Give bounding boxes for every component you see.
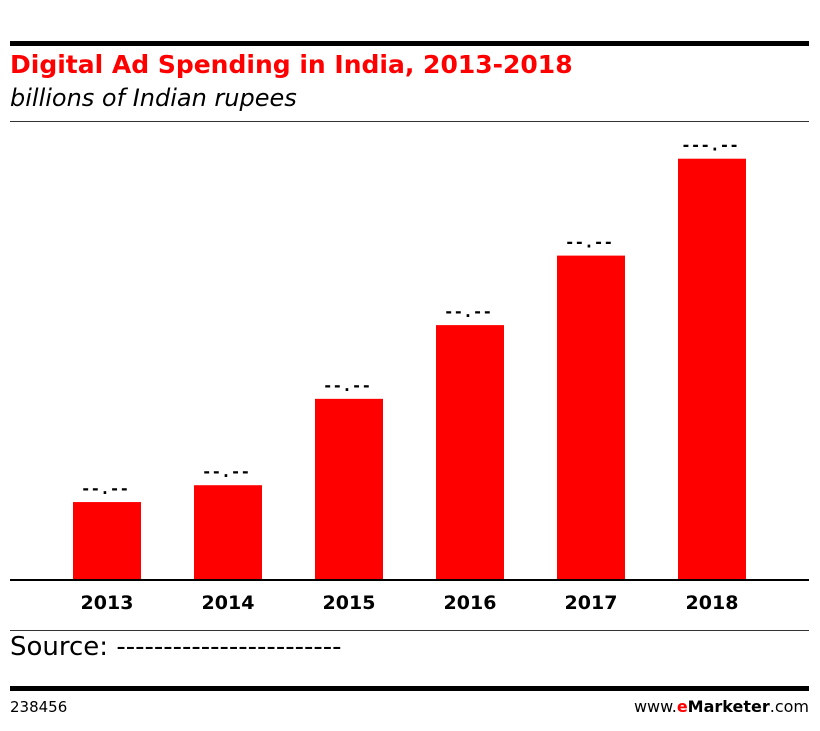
- brand-prefix: www.: [633, 697, 677, 716]
- bar-2017: [557, 255, 625, 580]
- source-divider: [10, 630, 809, 631]
- title-divider: [10, 121, 809, 122]
- bar-2016: [436, 325, 504, 580]
- x-tick-label-2016: 2016: [444, 592, 497, 614]
- bar-2014: [194, 485, 262, 580]
- x-tick-label-2013: 2013: [81, 592, 134, 614]
- bar-2013: [73, 502, 141, 580]
- footer-rule: [10, 686, 809, 691]
- bar-2018: [678, 158, 746, 580]
- value-label-2018: ---.--: [681, 136, 739, 155]
- x-axis-line: [10, 579, 809, 581]
- x-tick-label-2017: 2017: [565, 592, 618, 614]
- top-rule: [10, 41, 809, 46]
- chart-subtitle: billions of Indian rupees: [10, 84, 297, 112]
- value-label-2017: --.--: [565, 233, 613, 252]
- brand-link[interactable]: www.eMarketer.com: [634, 697, 809, 716]
- brand-name: Marketer: [687, 697, 770, 716]
- brand-e: e: [676, 697, 688, 716]
- chart-title: Digital Ad Spending in India, 2013-2018: [10, 50, 573, 79]
- value-label-2014: --.--: [202, 462, 250, 481]
- value-label-2016: --.--: [444, 302, 492, 321]
- x-tick-label-2014: 2014: [202, 592, 255, 614]
- bar-2015: [315, 398, 383, 580]
- value-label-2013: --.--: [81, 479, 129, 498]
- x-tick-label-2015: 2015: [323, 592, 376, 614]
- value-label-2015: --.--: [323, 376, 371, 395]
- brand-suffix: .com: [769, 697, 809, 716]
- source-text: Source: ------------------------: [10, 632, 342, 662]
- x-tick-label-2018: 2018: [686, 592, 739, 614]
- chart-id: 238456: [10, 698, 68, 716]
